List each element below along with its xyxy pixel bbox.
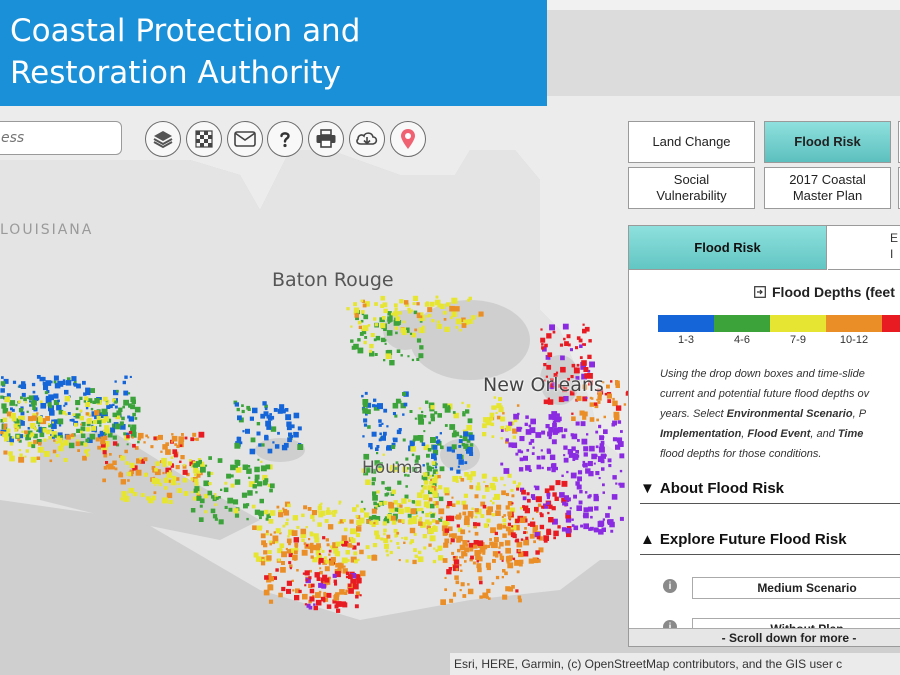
layers-button[interactable] [145, 121, 181, 157]
email-button[interactable] [227, 121, 263, 157]
tab-more[interactable] [898, 121, 900, 163]
scroll-down-note: - Scroll down for more - [629, 628, 900, 646]
legend-swatch [770, 315, 826, 332]
flood-depths-title[interactable]: Flood Depths (feet [754, 284, 895, 300]
location-pin-icon [401, 129, 415, 149]
legend-label: 10-12 [839, 334, 869, 346]
about-flood-risk-toggle[interactable]: ▼ About Flood Risk [640, 480, 900, 504]
info-icon[interactable]: i [663, 579, 677, 593]
lake-pontchartrain [410, 300, 530, 380]
app-title: Coastal Protection and Restoration Author… [10, 13, 361, 91]
address-search-input[interactable] [0, 121, 122, 155]
depth-legend-labels: 1-3 4-6 7-9 10-12 1 [658, 334, 900, 346]
basemap-button[interactable] [186, 121, 222, 157]
print-icon [316, 129, 336, 148]
download-icon [356, 132, 378, 145]
flood-coverage [0, 295, 633, 613]
download-button[interactable] [349, 121, 385, 157]
map-attribution: Esri, HERE, Garmin, (c) OpenStreetMap co… [450, 653, 900, 675]
tab-social-vulnerability[interactable]: Social Vulnerability [628, 167, 755, 209]
app-header: Coastal Protection and Restoration Author… [0, 0, 547, 106]
tab-master-plan-label: 2017 Coastal Master Plan [789, 172, 866, 203]
map-label-houma: Houma [362, 458, 423, 478]
locate-button[interactable] [390, 121, 426, 157]
help-button[interactable] [267, 121, 303, 157]
print-button[interactable] [308, 121, 344, 157]
map-label-louisiana: LOUISIANA [0, 222, 94, 238]
legend-swatch [658, 315, 714, 332]
tab-master-plan[interactable]: 2017 Coastal Master Plan [764, 167, 891, 209]
scenario-dropdown[interactable]: Medium Scenario [692, 577, 900, 599]
expand-icon [754, 286, 766, 298]
map-label-new-orleans: New Orleans [483, 374, 604, 396]
depth-legend [658, 315, 900, 333]
legend-swatch [714, 315, 770, 332]
explore-future-flood-risk-toggle[interactable]: ▲ Explore Future Flood Risk [640, 531, 900, 555]
flood-description: Using the drop down boxes and time-slide… [660, 368, 870, 460]
legend-label: 1 [882, 334, 900, 346]
flood-depths-label: Flood Depths (feet [772, 284, 895, 300]
tab-flood-risk[interactable]: Flood Risk [764, 121, 891, 163]
tab-more-2[interactable] [898, 167, 900, 209]
layers-icon [153, 131, 173, 149]
header-gray-band [547, 10, 900, 96]
legend-swatch [882, 315, 900, 332]
tab-land-change[interactable]: Land Change [628, 121, 755, 163]
tab-social-vulnerability-label: Social Vulnerability [656, 172, 727, 203]
basemap-icon [195, 130, 213, 148]
panel-tab-flood-risk[interactable]: Flood Risk [629, 226, 827, 270]
map-label-baton-rouge: Baton Rouge [272, 269, 394, 291]
lake-verret [255, 438, 305, 462]
help-icon [280, 132, 290, 148]
legend-label: 7-9 [790, 334, 806, 346]
legend-label: 4-6 [734, 334, 750, 346]
legend-swatch [826, 315, 882, 332]
mail-icon [234, 131, 256, 147]
legend-label: 1-3 [678, 334, 694, 346]
